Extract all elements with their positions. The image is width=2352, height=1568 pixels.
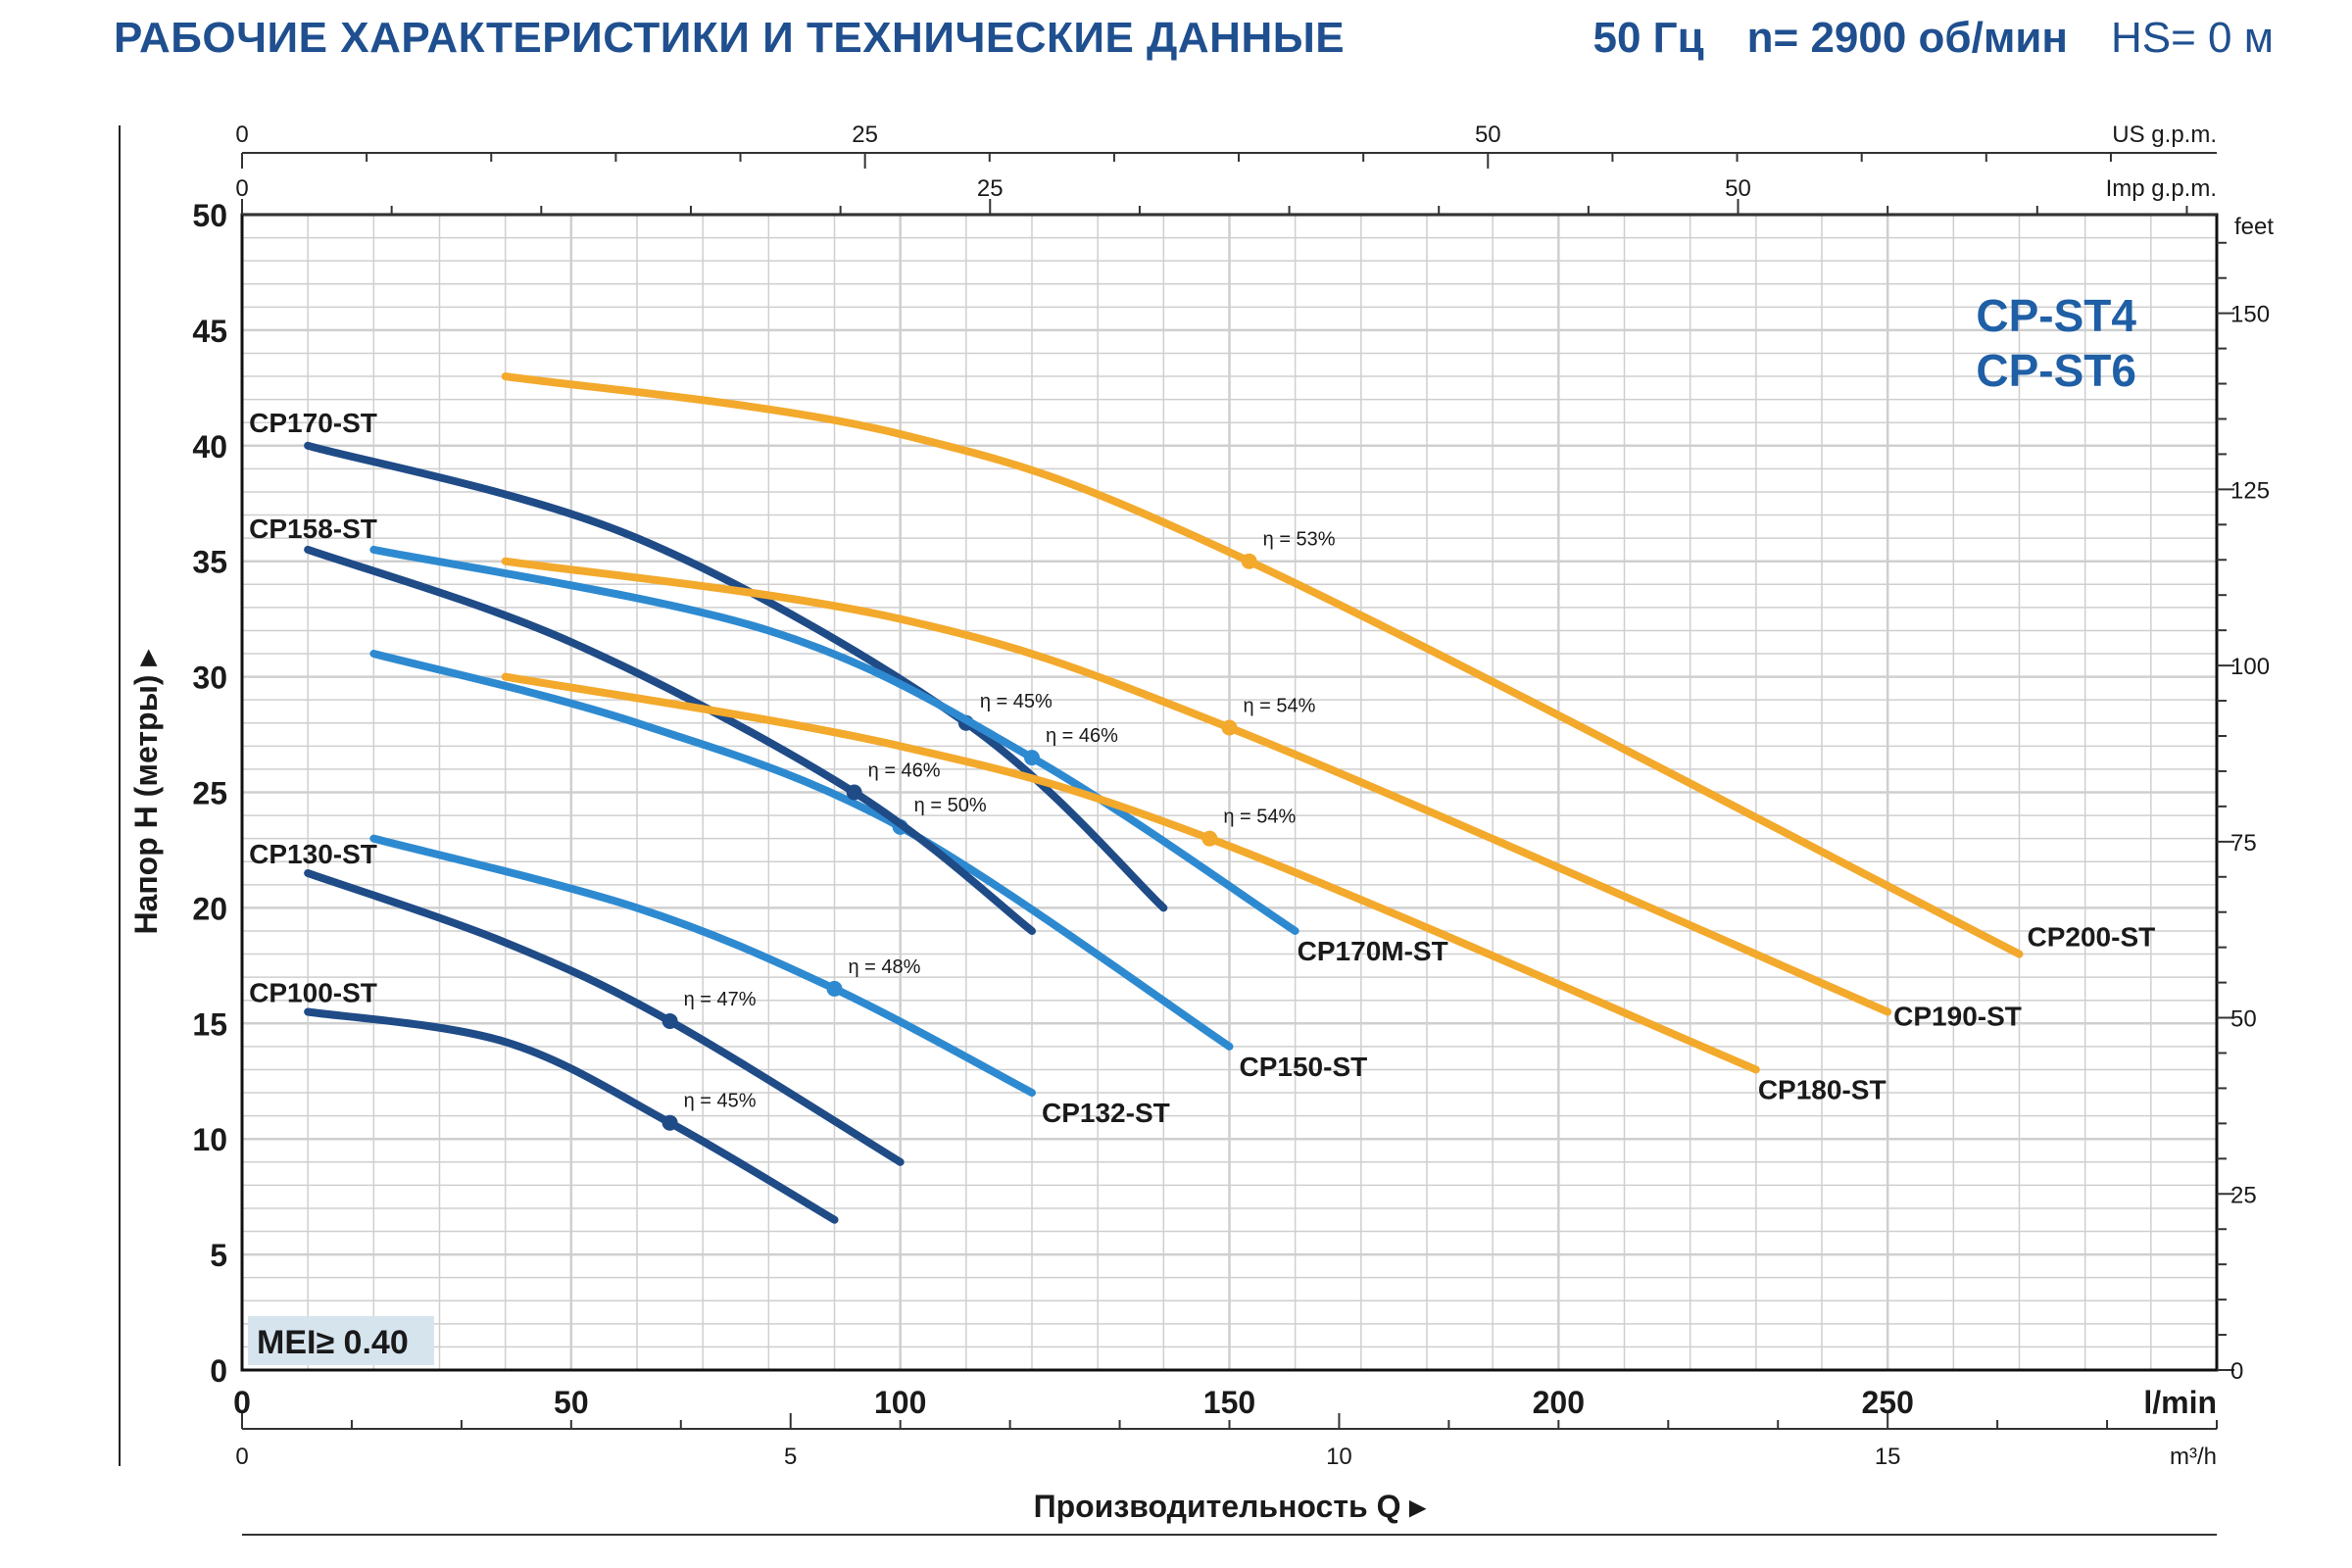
efficiency-point-cp170m-st [1024,750,1040,766]
efficiency-point-cp190-st [1221,719,1238,736]
model-label: CP-ST4 [1976,290,2136,341]
curve-cp170-st [304,441,1168,912]
feet-tick-label: 25 [2230,1182,2257,1208]
grid [242,215,2217,1370]
y-tick-label: 30 [192,661,227,696]
imp-gpm-tick-label: 25 [977,175,1004,202]
efficiency-point-cp200-st [1241,553,1257,569]
x-tick-label: 50 [554,1385,589,1420]
series-label-cp200-st: CP200-ST [2028,922,2156,953]
series-label-cp132-st: CP132-ST [1042,1098,1170,1128]
x-unit-label: l/min [2143,1385,2217,1420]
efficiency-label-cp150-st: η = 50% [914,795,987,816]
m3h-tick-label: 15 [1875,1444,1901,1470]
efficiency-point-cp158-st [846,784,862,801]
efficiency-label-cp132-st: η = 48% [849,956,921,978]
us-gpm-tick-label: 50 [1475,122,1501,148]
y-axis-label: Напор H (метры) ▸ [128,649,164,935]
curve-cp130-st [304,869,905,1166]
y-tick-label: 40 [192,429,227,465]
series-label-cp130-st: CP130-ST [249,839,377,869]
y-tick-label: 5 [210,1238,227,1273]
imp-gpm-tick-label: 50 [1725,175,1751,202]
curve-cp132-st [369,834,1036,1098]
m3h-tick-label: 5 [784,1444,797,1470]
feet-tick-label: 0 [2230,1358,2243,1385]
us-gpm-tick-label: 25 [852,122,878,148]
x-tick-label: 150 [1203,1385,1255,1420]
efficiency-label-cp170-st: η = 45% [980,691,1053,712]
feet-tick-label: 75 [2230,830,2257,857]
feet-unit-label: feet [2234,214,2274,240]
series-label-cp180-st: CP180-ST [1758,1074,1886,1104]
feet-tick-label: 125 [2230,477,2270,504]
speed-label: n= 2900 об/мин [1746,14,2068,62]
mei-label: MEI≥ 0.40 [257,1324,409,1361]
mei-box [248,1316,434,1365]
imp-gpm-unit-label: Imp g.p.m. [2106,175,2217,202]
efficiency-label-cp180-st: η = 54% [1223,807,1296,828]
y-tick-label: 35 [192,545,227,580]
model-label: CP-ST6 [1976,345,2136,396]
us-gpm-unit-label: US g.p.m. [2112,122,2217,148]
x-tick-label: 200 [1533,1385,1585,1420]
y-tick-label: 10 [192,1122,227,1157]
curve-cp100-st [304,1007,839,1224]
efficiency-label-cp130-st: η = 47% [684,989,757,1010]
curve-cp200-st [501,372,2024,958]
feet-tick-label: 50 [2230,1006,2257,1033]
series-label-cp100-st: CP100-ST [249,978,377,1008]
suction-head-label: HS= 0 м [2111,14,2274,62]
efficiency-point-cp100-st [662,1114,678,1131]
series-label-cp170-st: CP170-ST [249,408,377,438]
efficiency-label-cp200-st: η = 53% [1263,529,1336,551]
series-label-cp150-st: CP150-ST [1240,1052,1368,1082]
y-tick-label: 25 [192,776,227,811]
efficiency-label-cp158-st: η = 46% [868,760,941,782]
efficiency-point-cp180-st [1201,830,1218,847]
efficiency-label-cp170m-st: η = 46% [1046,725,1118,747]
x-axis-label: Производительность Q ▸ [1034,1489,1428,1524]
y-tick-label: 50 [192,198,227,233]
m3h-tick-label: 10 [1326,1444,1352,1470]
us-gpm-tick-label: 0 [235,122,248,148]
feet-tick-label: 150 [2230,302,2270,328]
curve-cp170m-st [369,545,1299,935]
series-group [304,372,2024,1224]
x-tick-label: 0 [233,1385,251,1420]
series-label-cp170m-st: CP170M-ST [1298,936,1448,966]
frequency-label: 50 Гц [1592,14,1704,62]
curve-cp190-st [501,557,1892,1016]
series-label-cp158-st: CP158-ST [249,514,377,544]
x-tick-label: 100 [874,1385,926,1420]
y-tick-label: 15 [192,1006,227,1042]
imp-gpm-tick-label: 0 [235,175,248,202]
page-title: РАБОЧИЕ ХАРАКТЕРИСТИКИ И ТЕХНИЧЕСКИЕ ДАН… [114,14,1346,62]
series-label-cp190-st: CP190-ST [1893,1002,2022,1032]
efficiency-point-cp132-st [826,980,843,997]
efficiency-label-cp190-st: η = 54% [1244,695,1316,716]
feet-tick-label: 100 [2230,654,2270,680]
efficiency-point-cp130-st [662,1012,678,1029]
y-tick-label: 45 [192,314,227,349]
curve-cp180-st [501,672,1760,1074]
y-tick-label: 20 [192,891,227,926]
curve-cp150-st [369,650,1234,1051]
m3h-tick-label: 0 [235,1444,248,1470]
operating-specs: 50 Гц n= 2900 об/мин HS= 0 м [1549,14,2274,63]
efficiency-label-cp100-st: η = 45% [684,1091,757,1112]
m3h-unit-label: m³/h [2170,1444,2217,1470]
y-tick-label: 0 [210,1353,227,1389]
